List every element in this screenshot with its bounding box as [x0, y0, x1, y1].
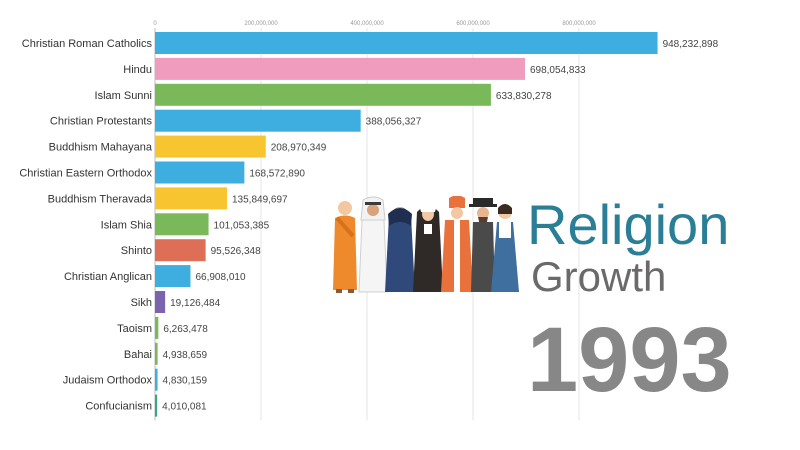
bar-islam-shia: [155, 213, 209, 236]
bar-judaism-orthodox: [155, 368, 158, 391]
bar-bahai: [155, 342, 158, 365]
year-label: 1993: [527, 309, 732, 411]
chart-bars: [155, 32, 658, 417]
value-label: 633,830,278: [496, 91, 552, 102]
bar-confucianism: [155, 394, 158, 417]
bar-christian-eastern-orthodox: [155, 161, 245, 184]
people-of-different-religions-icon: [333, 196, 519, 293]
x-tick-label: 800,000,000: [562, 21, 596, 27]
chart-labels: 0 200,000,000 400,000,000 600,000,000 800,00…: [19, 21, 718, 413]
category-label: Christian Roman Catholics: [22, 38, 153, 50]
bar-sikh: [155, 291, 166, 313]
value-label: 388,056,327: [366, 117, 422, 128]
title-religion: Religion: [527, 193, 730, 256]
bar-christian-roman-catholics: [155, 32, 658, 54]
category-label: Islam Sunni: [95, 90, 152, 102]
x-tick-label: 400,000,000: [350, 21, 384, 27]
bar-buddhism-mahayana: [155, 135, 266, 158]
bar-christian-anglican: [155, 265, 191, 288]
value-label: 168,572,890: [249, 169, 305, 180]
value-label: 101,053,385: [214, 220, 270, 231]
bar-shinto: [155, 239, 206, 262]
value-label: 698,054,833: [530, 65, 586, 76]
title-growth: Growth: [531, 253, 667, 300]
value-label: 948,232,898: [663, 39, 719, 50]
category-label: Taoism: [117, 323, 152, 335]
value-label: 4,938,659: [163, 350, 208, 361]
value-label: 135,849,697: [232, 194, 288, 205]
bar-christian-protestants: [155, 109, 361, 132]
x-tick-label: 0: [153, 21, 157, 27]
category-label: Buddhism Theravada: [48, 193, 153, 205]
value-label: 6,263,478: [163, 324, 208, 335]
category-label: Confucianism: [85, 401, 152, 413]
bar-islam-sunni: [155, 83, 491, 106]
bar-hindu: [155, 57, 525, 80]
category-label: Christian Eastern Orthodox: [19, 168, 152, 180]
value-label: 208,970,349: [271, 143, 327, 154]
value-label: 4,010,081: [162, 402, 207, 413]
category-label: Christian Protestants: [50, 116, 153, 128]
value-label: 4,830,159: [163, 376, 208, 387]
category-label: Bahai: [124, 349, 152, 361]
category-label: Christian Anglican: [64, 271, 152, 283]
category-label: Buddhism Mahayana: [49, 142, 153, 154]
value-label: 95,526,348: [211, 246, 261, 257]
x-tick-label: 200,000,000: [244, 21, 278, 27]
x-tick-label: 600,000,000: [456, 21, 490, 27]
bar-buddhism-theravada: [155, 187, 228, 210]
category-label: Judaism Orthodox: [63, 375, 153, 387]
category-label: Hindu: [123, 64, 152, 76]
bar-taoism: [155, 316, 159, 339]
category-label: Islam Shia: [101, 219, 153, 231]
category-label: Sikh: [131, 297, 152, 309]
value-label: 19,126,484: [170, 298, 220, 309]
category-label: Shinto: [121, 245, 152, 257]
value-label: 66,908,010: [195, 272, 245, 283]
